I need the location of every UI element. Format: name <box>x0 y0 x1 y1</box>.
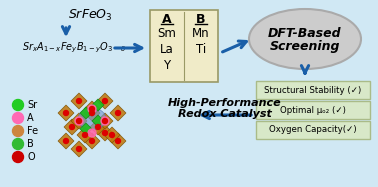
Circle shape <box>88 105 96 113</box>
Text: Mn: Mn <box>192 27 210 39</box>
Circle shape <box>96 125 101 130</box>
Circle shape <box>76 146 82 151</box>
Circle shape <box>12 113 23 123</box>
Text: O: O <box>27 152 35 162</box>
Text: High-Performance: High-Performance <box>168 98 282 108</box>
Circle shape <box>64 111 68 116</box>
Text: DFT-Based: DFT-Based <box>268 27 342 39</box>
Polygon shape <box>71 141 87 157</box>
Polygon shape <box>104 127 120 143</box>
Circle shape <box>64 139 68 143</box>
Polygon shape <box>71 93 87 109</box>
Circle shape <box>82 133 87 137</box>
Circle shape <box>76 99 82 103</box>
FancyBboxPatch shape <box>256 101 370 119</box>
Polygon shape <box>64 119 80 135</box>
Text: Screening: Screening <box>270 39 340 53</box>
Polygon shape <box>97 113 113 129</box>
Polygon shape <box>110 105 126 121</box>
Text: Redox Catalyst: Redox Catalyst <box>178 109 272 119</box>
Polygon shape <box>84 133 100 149</box>
Circle shape <box>102 99 107 103</box>
Text: Fe: Fe <box>27 126 38 136</box>
Polygon shape <box>58 105 74 121</box>
Circle shape <box>70 125 74 130</box>
Circle shape <box>12 151 23 163</box>
Polygon shape <box>84 105 100 121</box>
Ellipse shape <box>78 108 106 130</box>
Polygon shape <box>90 119 106 135</box>
Circle shape <box>75 117 83 125</box>
Circle shape <box>102 119 107 123</box>
Text: B: B <box>196 13 206 25</box>
FancyBboxPatch shape <box>150 10 218 82</box>
Ellipse shape <box>249 9 361 69</box>
Polygon shape <box>97 125 113 141</box>
Polygon shape <box>77 127 93 143</box>
Circle shape <box>110 133 115 137</box>
Text: La: La <box>160 42 174 56</box>
Circle shape <box>90 111 94 116</box>
Text: A: A <box>162 13 172 25</box>
Circle shape <box>101 117 109 125</box>
Text: Ti: Ti <box>196 42 206 56</box>
Text: Optimal μₒ₂ (✓): Optimal μₒ₂ (✓) <box>280 105 346 114</box>
Circle shape <box>116 111 121 116</box>
Text: Sm: Sm <box>158 27 177 39</box>
Polygon shape <box>80 107 92 119</box>
Circle shape <box>12 125 23 137</box>
Circle shape <box>12 139 23 149</box>
Text: Y: Y <box>163 59 170 71</box>
Polygon shape <box>71 113 87 129</box>
Circle shape <box>12 99 23 111</box>
Polygon shape <box>92 99 104 111</box>
Polygon shape <box>84 101 100 117</box>
Polygon shape <box>92 115 104 127</box>
Polygon shape <box>97 93 113 109</box>
Text: Oxygen Capacity(✓): Oxygen Capacity(✓) <box>269 125 357 134</box>
Circle shape <box>102 131 107 136</box>
Circle shape <box>76 119 82 123</box>
Polygon shape <box>110 133 126 149</box>
Circle shape <box>116 139 121 143</box>
FancyBboxPatch shape <box>256 121 370 139</box>
Circle shape <box>90 107 94 111</box>
Text: A: A <box>27 113 34 123</box>
Text: $Sr_xA_{1-x}Fe_yB_{1-y}O_{3-\delta}$: $Sr_xA_{1-x}Fe_yB_{1-y}O_{3-\delta}$ <box>22 41 126 55</box>
Text: B: B <box>27 139 34 149</box>
FancyBboxPatch shape <box>256 81 370 99</box>
Circle shape <box>88 129 96 137</box>
Polygon shape <box>80 123 92 135</box>
Polygon shape <box>58 133 74 149</box>
Text: Structural Stability (✓): Structural Stability (✓) <box>264 85 362 94</box>
Text: $SrFeO_3$: $SrFeO_3$ <box>68 7 112 23</box>
Text: Sr: Sr <box>27 100 37 110</box>
Circle shape <box>90 139 94 143</box>
